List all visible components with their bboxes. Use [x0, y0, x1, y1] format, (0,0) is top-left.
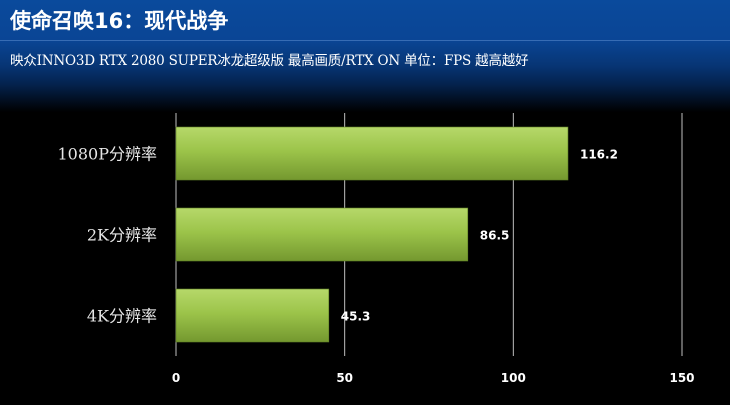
value-label-1: 116.2 — [580, 148, 618, 162]
header-banner: 使命召唤16：现代战争 映众INNO3D RTX 2080 SUPER冰龙超级版… — [0, 0, 730, 112]
bar-3 — [175, 288, 330, 343]
x-tick-label-0: 0 — [172, 371, 180, 385]
x-tick-label-150: 150 — [669, 371, 694, 385]
value-label-3: 45.3 — [341, 310, 371, 324]
bar-1 — [175, 126, 569, 181]
category-label-2: 2K分辨率 — [87, 226, 157, 245]
category-label-3: 4K分辨率 — [87, 307, 157, 326]
x-tick-label-100: 100 — [501, 371, 526, 385]
category-label-1: 1080P分辨率 — [58, 145, 158, 164]
bar-2 — [175, 207, 469, 262]
bars — [175, 126, 569, 343]
x-axis-tick-labels: 0 50 100 150 — [172, 371, 695, 385]
chart-subtitle: 映众INNO3D RTX 2080 SUPER冰龙超级版 最高画质/RTX ON… — [10, 53, 529, 69]
x-tick-label-50: 50 — [336, 371, 353, 385]
value-labels: 116.2 86.5 45.3 — [341, 148, 618, 324]
header-divider — [0, 40, 730, 41]
value-label-2: 86.5 — [480, 229, 510, 243]
category-labels: 1080P分辨率 2K分辨率 4K分辨率 — [58, 145, 158, 326]
chart-title: 使命召唤16：现代战争 — [10, 9, 229, 33]
